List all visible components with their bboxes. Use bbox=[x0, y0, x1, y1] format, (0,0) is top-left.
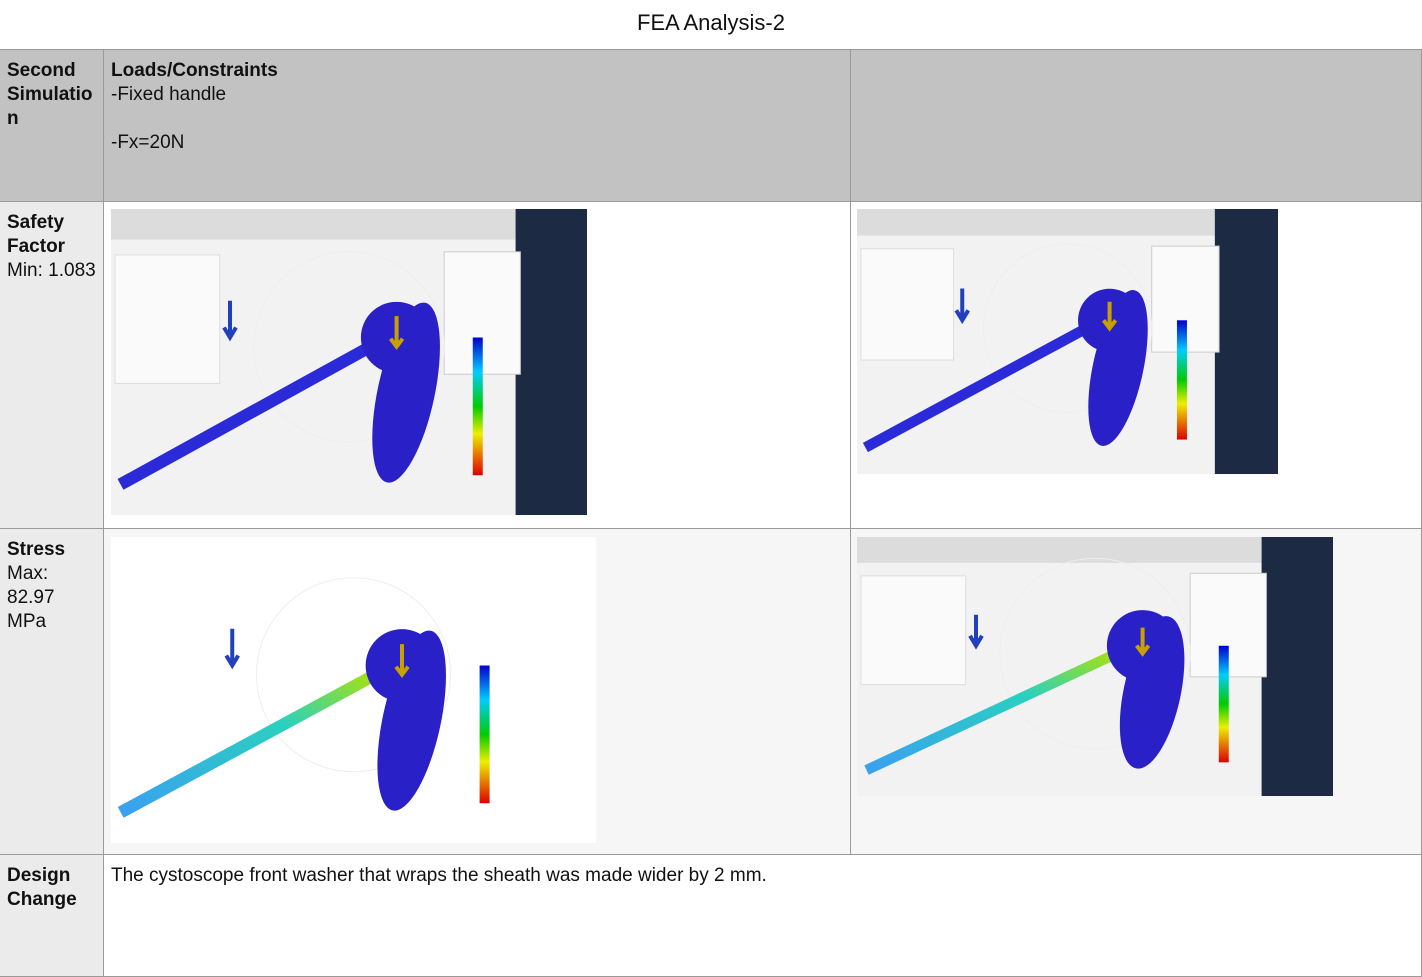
load-arrow bbox=[1102, 301, 1118, 332]
browser-panel bbox=[114, 254, 221, 384]
toolbar bbox=[857, 537, 1333, 563]
sheath bbox=[862, 315, 1104, 453]
load-arrow bbox=[389, 316, 405, 351]
browser-panel bbox=[860, 248, 955, 361]
guide bbox=[999, 557, 1191, 750]
label: Stress bbox=[7, 539, 66, 560]
header-cell bbox=[851, 49, 1422, 202]
screenshot bbox=[857, 209, 1278, 479]
header-cell: Second Simulation bbox=[0, 49, 104, 202]
header-cell: Loads/Constraints -Fixed handle -Fx=20N bbox=[104, 49, 851, 202]
desktop bbox=[1261, 537, 1333, 796]
load-arrow bbox=[394, 644, 410, 679]
gravity-arrow bbox=[224, 628, 240, 670]
guide bbox=[256, 577, 451, 773]
gravity-arrow bbox=[954, 288, 970, 325]
screenshot-image bbox=[857, 209, 1278, 474]
load-arrow bbox=[1135, 627, 1151, 657]
guide bbox=[982, 243, 1153, 413]
gravity-arrow bbox=[968, 614, 984, 650]
toolbar bbox=[857, 209, 1278, 236]
label: Safety Factor bbox=[7, 212, 66, 257]
screenshot bbox=[111, 209, 587, 520]
sheath bbox=[864, 641, 1136, 775]
browser-panel bbox=[860, 575, 967, 686]
design-text: The cystoscope front washer that wraps t… bbox=[111, 865, 767, 886]
screenshot-image bbox=[111, 537, 596, 843]
row-label: Stress Max: 82.97 MPa bbox=[0, 529, 104, 855]
header-label: Second Simulation bbox=[7, 60, 93, 129]
row-label: Safety Factor Min: 1.083 bbox=[0, 202, 104, 529]
screenshot-image bbox=[111, 209, 587, 515]
desktop bbox=[515, 209, 587, 515]
sheath bbox=[117, 332, 391, 490]
sheath bbox=[117, 660, 396, 818]
cell: The cystoscope front washer that wraps t… bbox=[104, 855, 1422, 977]
cell bbox=[104, 202, 851, 529]
detail: Max: 82.97 MPa bbox=[7, 563, 55, 632]
page-title: FEA Analysis-2 bbox=[637, 10, 785, 35]
detail: Min: 1.083 bbox=[7, 260, 96, 281]
heading: Loads/Constraints bbox=[111, 60, 278, 81]
screenshot bbox=[857, 537, 1333, 801]
gravity-arrow bbox=[222, 300, 238, 342]
toolbar bbox=[111, 209, 587, 240]
legend-bar bbox=[1218, 645, 1229, 763]
load-line: -Fx=20N bbox=[111, 132, 185, 153]
screenshot bbox=[111, 537, 596, 848]
screenshot-image bbox=[857, 537, 1333, 796]
legend-bar bbox=[1176, 320, 1187, 440]
load-line: -Fixed handle bbox=[111, 84, 227, 105]
guide bbox=[253, 251, 445, 443]
legend-bar bbox=[479, 665, 490, 804]
legend-bar bbox=[472, 337, 483, 476]
label: Design Change bbox=[7, 865, 77, 910]
row-label: Design Change bbox=[0, 855, 104, 977]
desktop bbox=[1214, 209, 1278, 474]
